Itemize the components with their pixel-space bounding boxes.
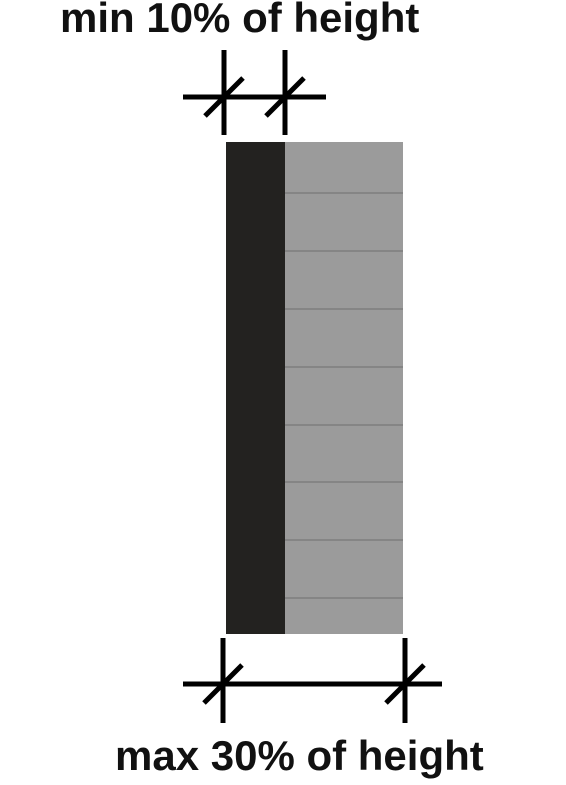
top-tick-right [264, 76, 306, 118]
dark-stripe [226, 142, 285, 634]
top-dimension-marker [183, 50, 326, 135]
light-panel [285, 142, 403, 634]
top-tick-left [203, 76, 245, 118]
top-dimension-label: min 10% of height [60, 0, 419, 41]
bottom-tick-left [202, 663, 244, 705]
bottom-tick-right [384, 663, 426, 705]
bottom-dimension-marker [183, 638, 442, 723]
panel-joint-lines [285, 192, 403, 599]
bottom-dimension-label: max 30% of height [115, 732, 484, 779]
